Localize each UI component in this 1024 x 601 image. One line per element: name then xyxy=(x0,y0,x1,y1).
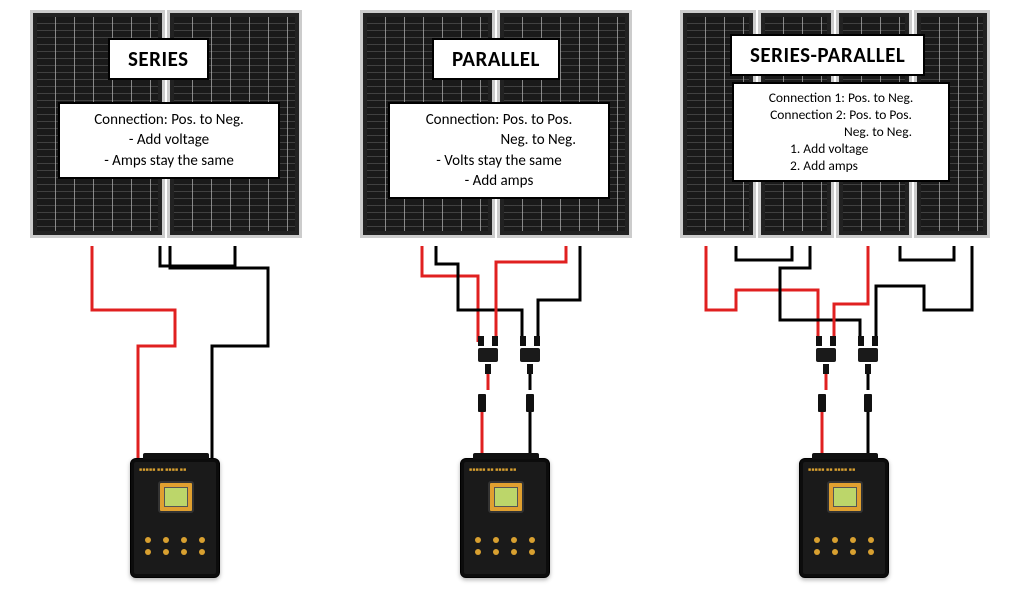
controller-screen xyxy=(158,481,194,513)
controller-screen xyxy=(827,481,863,513)
wire-pos xyxy=(496,246,566,342)
config-series-parallel: SERIES-PARALLEL Connection 1: Pos. to Ne… xyxy=(676,10,1012,590)
y-connector xyxy=(474,340,502,370)
controller-buttons xyxy=(145,537,205,543)
desc-line: Connection: Pos. to Neg. xyxy=(70,110,268,130)
desc-line: - Add voltage xyxy=(70,130,268,150)
y-connector xyxy=(812,340,840,370)
charge-controller: ■■■■■ ■■ ■■■■ ■■ xyxy=(460,458,550,578)
wire-neg xyxy=(160,246,235,266)
y-connector xyxy=(516,340,544,370)
desc-line: - Amps stay the same xyxy=(70,151,268,171)
wire-neg xyxy=(170,246,268,458)
mc4-connector xyxy=(864,394,872,412)
desc-line: Neg. to Neg. xyxy=(744,124,938,141)
controller-label: ■■■■■ ■■ ■■■■ ■■ xyxy=(139,467,211,473)
wire-neg xyxy=(538,246,580,342)
config-series: SERIES Connection: Pos. to Neg. - Add vo… xyxy=(20,10,320,590)
desc-line: 2. Add amps xyxy=(744,158,938,175)
desc-line: 1. Add voltage xyxy=(744,141,938,158)
wire-pos xyxy=(422,246,478,342)
controller-screen xyxy=(488,481,524,513)
controller-label: ■■■■■ ■■ ■■■■ ■■ xyxy=(469,467,541,473)
wire-pos xyxy=(706,246,818,342)
wire-pos xyxy=(834,246,868,342)
series-desc: Connection: Pos. to Neg. - Add voltage -… xyxy=(58,102,280,179)
controller-buttons xyxy=(475,537,535,543)
parallel-desc: Connection: Pos. to Pos. Neg. to Neg. - … xyxy=(388,102,610,199)
wire-neg xyxy=(876,246,972,342)
desc-line: Connection: Pos. to Pos. xyxy=(400,110,598,130)
controller-buttons xyxy=(814,537,874,543)
desc-line: Connection 2: Pos. to Pos. xyxy=(744,107,938,124)
desc-line: - Add amps xyxy=(400,171,598,191)
mc4-connector xyxy=(478,394,486,412)
charge-controller: ■■■■■ ■■ ■■■■ ■■ xyxy=(799,458,889,578)
wire-neg xyxy=(780,246,860,342)
mc4-connector xyxy=(526,394,534,412)
mc4-connector xyxy=(818,394,826,412)
wire-neg xyxy=(436,246,522,342)
wire-neg xyxy=(900,246,954,260)
wiring-diagram: SERIES Connection: Pos. to Neg. - Add vo… xyxy=(0,0,1024,601)
charge-controller: ■■■■■ ■■ ■■■■ ■■ xyxy=(130,458,220,578)
wire-pos xyxy=(92,246,175,458)
sp-title: SERIES-PARALLEL xyxy=(730,34,925,76)
desc-line: - Volts stay the same xyxy=(400,151,598,171)
config-parallel: PARALLEL Connection: Pos. to Pos. Neg. t… xyxy=(350,10,650,590)
desc-line: Connection 1: Pos. to Neg. xyxy=(744,90,938,107)
parallel-title: PARALLEL xyxy=(432,38,560,80)
y-connector xyxy=(854,340,882,370)
controller-label: ■■■■■ ■■ ■■■■ ■■ xyxy=(808,467,880,473)
sp-desc: Connection 1: Pos. to Neg. Connection 2:… xyxy=(732,82,950,182)
desc-line: Neg. to Neg. xyxy=(400,130,598,150)
series-title: SERIES xyxy=(108,38,209,80)
wire-neg xyxy=(736,246,792,260)
